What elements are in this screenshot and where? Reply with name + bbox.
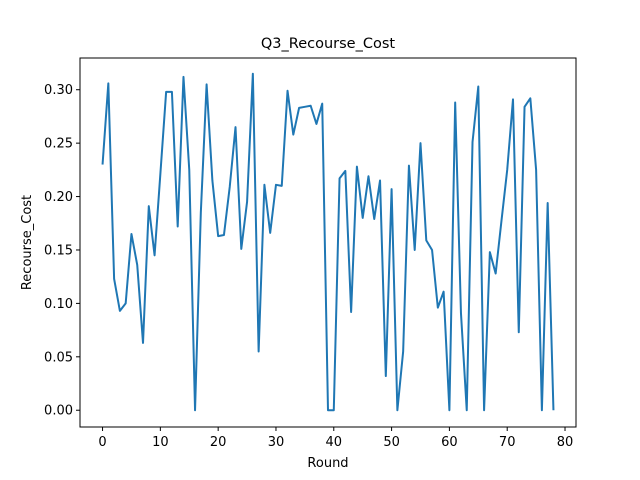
x-tick-label: 0 xyxy=(98,435,106,450)
chart-title: Q3_Recourse_Cost xyxy=(261,36,396,52)
y-tick-label: 0.10 xyxy=(44,297,73,312)
y-tick-label: 0.25 xyxy=(44,137,73,152)
x-tick-label: 20 xyxy=(210,435,227,450)
y-tick-label: 0.00 xyxy=(44,404,73,419)
x-tick-label: 60 xyxy=(441,435,458,450)
x-tick-label: 40 xyxy=(326,435,343,450)
plot-area: 0 10 20 30 40 50 60 70 80 0.00 0.05 0.10 0.15 0.20 0.2… xyxy=(44,57,577,450)
x-tick-label: 10 xyxy=(152,435,169,450)
y-axis-label: Recourse_Cost xyxy=(20,195,35,290)
axes-frame xyxy=(79,57,577,428)
series-line xyxy=(101,72,555,412)
x-tick-label: 70 xyxy=(499,435,516,450)
y-tick-label: 0.05 xyxy=(44,350,73,365)
x-tick-label: 50 xyxy=(383,435,400,450)
y-tick-label: 0.30 xyxy=(44,83,73,98)
axis-ticks: 0 10 20 30 40 50 60 70 80 0.00 0.05 0.10 0.15 0.20 0.2… xyxy=(44,83,573,450)
y-tick-label: 0.15 xyxy=(44,243,73,258)
x-tick-label: 80 xyxy=(557,435,574,450)
y-tick-label: 0.20 xyxy=(44,190,73,205)
x-axis-label: Round xyxy=(307,456,348,471)
x-tick-label: 30 xyxy=(268,435,285,450)
